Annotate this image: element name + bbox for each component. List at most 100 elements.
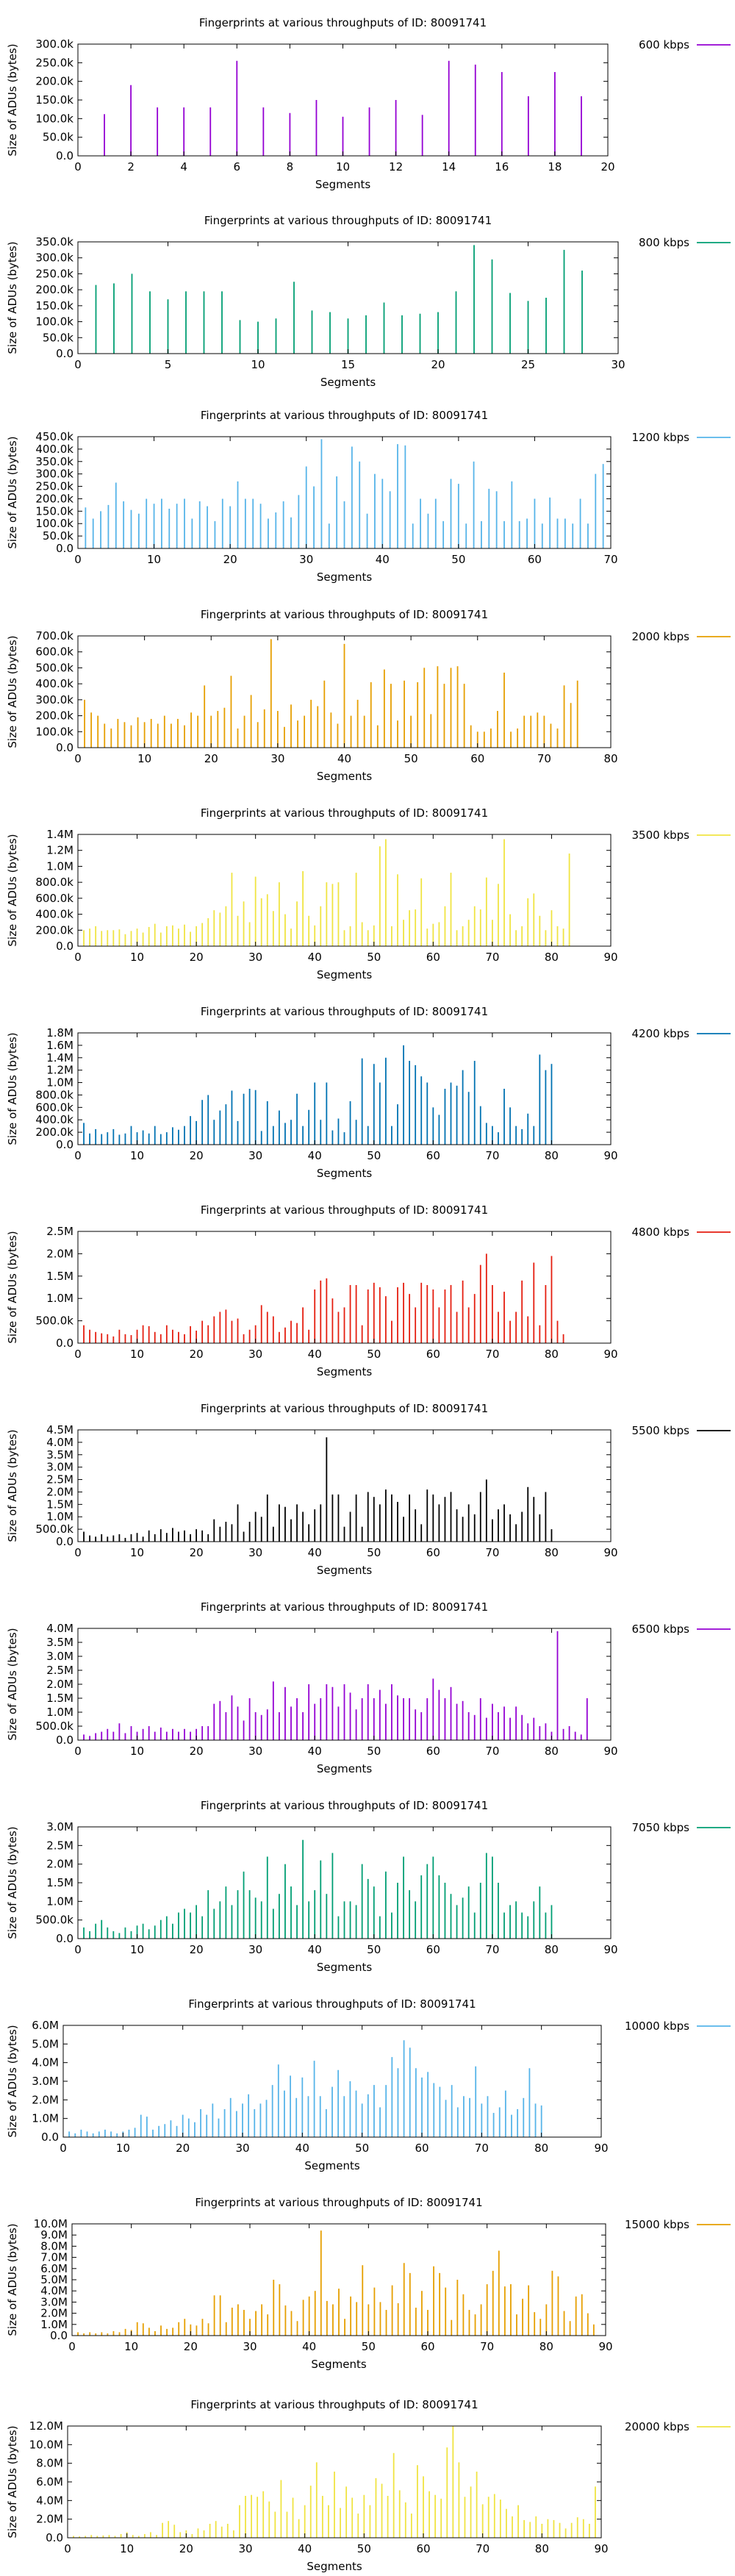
y-tick-label: 300.0k — [35, 251, 74, 265]
x-tick-label: 30 — [248, 1546, 262, 1559]
x-axis-label: Segments — [315, 178, 371, 191]
y-tick-label: 0.0 — [56, 1734, 74, 1747]
y-tick-label: 1.0M — [46, 1895, 74, 1908]
x-tick-label: 20 — [431, 358, 445, 371]
x-axis-label: Segments — [317, 1762, 373, 1775]
x-tick-label: 60 — [426, 1943, 440, 1956]
x-tick-label: 20 — [204, 752, 218, 765]
chart-panel: Fingerprints at various throughputs of I… — [6, 1997, 731, 2172]
y-axis-label: Size of ADUs (bytes) — [6, 1231, 19, 1343]
chart-title: Fingerprints at various throughputs of I… — [201, 608, 488, 621]
y-tick-label: 250.0k — [35, 480, 74, 493]
x-tick-label: 90 — [603, 951, 617, 964]
chart-title: Fingerprints at various throughputs of I… — [201, 1203, 488, 1217]
x-tick-label: 50 — [404, 752, 418, 765]
y-tick-label: 1.0M — [32, 2112, 59, 2125]
x-tick-label: 20 — [190, 1745, 204, 1758]
x-tick-label: 30 — [235, 2142, 249, 2155]
y-tick-label: 0.0 — [56, 741, 74, 754]
x-tick-label: 50 — [367, 1348, 381, 1361]
chart-title: Fingerprints at various throughputs of I… — [201, 1799, 488, 1812]
x-tick-label: 0 — [60, 2142, 67, 2155]
y-tick-label: 2.0M — [46, 1858, 74, 1871]
plot-frame — [77, 1231, 612, 1344]
x-tick-label: 20 — [190, 1149, 204, 1162]
x-tick-label: 10 — [120, 2542, 134, 2555]
y-tick-label: 350.0k — [35, 235, 74, 248]
x-tick-label: 0 — [68, 2340, 76, 2353]
y-tick-label: 300.0k — [35, 693, 74, 706]
y-tick-label: 1.6M — [46, 1039, 74, 1052]
chart-panel: Fingerprints at various throughputs of I… — [6, 1600, 731, 1775]
y-tick-label: 4.0M — [46, 1436, 74, 1449]
y-tick-label: 7.0M — [40, 2251, 68, 2264]
x-tick-label: 16 — [495, 160, 509, 173]
legend-label: 600 kbps — [639, 38, 689, 51]
chart-panel: Fingerprints at various throughputs of I… — [6, 806, 731, 981]
y-tick-label: 1.5M — [46, 1876, 74, 1889]
y-tick-label: 150.0k — [35, 299, 74, 312]
x-axis-label: Segments — [317, 570, 373, 584]
y-tick-label: 2.5M — [46, 1473, 74, 1486]
x-tick-label: 25 — [521, 358, 535, 371]
y-axis-label: Size of ADUs (bytes) — [6, 1429, 19, 1542]
x-tick-label: 70 — [485, 1348, 499, 1361]
y-tick-label: 5.0M — [40, 2273, 68, 2286]
chart-title: Fingerprints at various throughputs of I… — [201, 1005, 488, 1018]
chart-panel: Fingerprints at various throughputs of I… — [6, 214, 731, 389]
x-tick-label: 50 — [367, 1943, 381, 1956]
x-tick-label: 90 — [598, 2340, 612, 2353]
y-tick-label: 250.0k — [35, 267, 74, 280]
y-tick-label: 150.0k — [35, 504, 74, 518]
y-tick-label: 1.4M — [46, 828, 74, 841]
y-tick-label: 2.5M — [46, 1664, 74, 1677]
x-tick-label: 10 — [251, 358, 265, 371]
y-tick-label: 3.5M — [46, 1448, 74, 1461]
y-tick-label: 200.0k — [35, 492, 74, 505]
y-tick-label: 50.0k — [43, 529, 74, 543]
y-tick-label: 800.0k — [35, 1088, 74, 1101]
x-tick-label: 90 — [603, 1745, 617, 1758]
x-axis-label: Segments — [304, 2159, 360, 2172]
x-tick-label: 30 — [243, 2340, 257, 2353]
y-tick-label: 200.0k — [35, 75, 74, 88]
y-tick-label: 1.5M — [46, 1692, 74, 1705]
x-tick-label: 12 — [389, 160, 403, 173]
x-tick-label: 40 — [308, 1546, 322, 1559]
y-tick-label: 4.0M — [36, 2494, 63, 2507]
x-tick-label: 20 — [190, 951, 204, 964]
x-axis-label: Segments — [306, 2560, 362, 2573]
y-tick-label: 500.0k — [35, 1720, 74, 1733]
x-tick-label: 10 — [336, 160, 350, 173]
y-axis-label: Size of ADUs (bytes) — [6, 1826, 19, 1939]
x-tick-label: 30 — [611, 358, 625, 371]
y-tick-label: 10.0M — [34, 2217, 68, 2230]
y-tick-label: 1.5M — [46, 1498, 74, 1511]
y-tick-label: 6.0M — [40, 2262, 68, 2275]
x-tick-label: 0 — [74, 1943, 82, 1956]
y-tick-label: 0.0 — [56, 1932, 74, 1945]
y-tick-label: 6.0M — [36, 2475, 63, 2489]
chart-panel: Fingerprints at various throughputs of I… — [6, 1402, 731, 1577]
x-tick-label: 60 — [426, 1745, 440, 1758]
x-tick-label: 70 — [485, 1546, 499, 1559]
x-tick-label: 50 — [367, 1149, 381, 1162]
chart-title: Fingerprints at various throughputs of I… — [188, 1997, 476, 2011]
legend-label: 20000 kbps — [625, 2420, 689, 2433]
y-tick-label: 2.0M — [46, 1247, 74, 1260]
x-tick-label: 40 — [308, 1348, 322, 1361]
x-tick-label: 90 — [594, 2142, 608, 2155]
x-tick-label: 60 — [528, 553, 542, 566]
x-tick-label: 2 — [127, 160, 135, 173]
x-tick-label: 80 — [535, 2542, 549, 2555]
y-axis-label: Size of ADUs (bytes) — [6, 2025, 19, 2137]
chart-panel: Fingerprints at various throughputs of I… — [6, 608, 731, 783]
x-axis-label: Segments — [320, 376, 376, 389]
y-tick-label: 2.0M — [40, 2307, 68, 2320]
y-tick-label: 3.0M — [40, 2295, 68, 2308]
x-tick-label: 40 — [295, 2142, 309, 2155]
x-tick-label: 40 — [308, 1745, 322, 1758]
y-axis-label: Size of ADUs (bytes) — [6, 1032, 19, 1145]
x-tick-label: 70 — [537, 752, 551, 765]
chart-title: Fingerprints at various throughputs of I… — [204, 214, 492, 227]
